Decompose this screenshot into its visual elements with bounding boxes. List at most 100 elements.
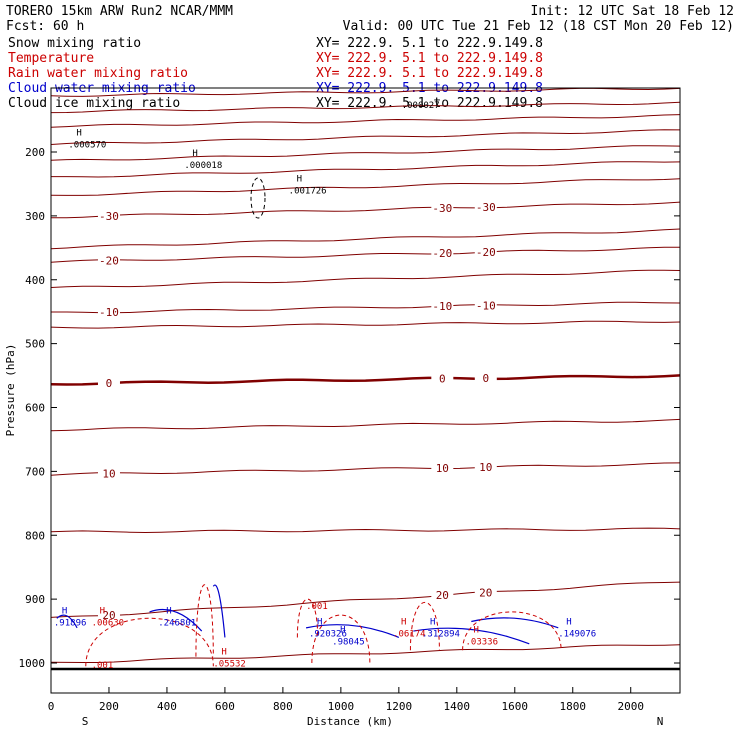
axes: 0 200 400 600 800 1000 1200 1400 1600 1800 2000200… (19, 146, 680, 713)
x-tick-label: 1000 (328, 700, 355, 713)
isotherm-label: -20 (476, 246, 496, 259)
extremum-label: .00630 (92, 618, 125, 628)
extremum-label: .001726 (289, 187, 327, 197)
isotherm-label-bg (474, 372, 497, 384)
isotherm-line (50, 114, 681, 128)
x-tick-label: 400 (157, 700, 177, 713)
cloud-water-contour (56, 614, 78, 629)
x-tick-label: 1200 (386, 700, 413, 713)
extremum-label: .149076 (558, 629, 596, 639)
isotherm-label-bg (431, 247, 454, 259)
y-tick-label: 800 (25, 529, 45, 542)
legend: Snow mixing ratio XY= 222.9. 5.1 to 222.9… (8, 36, 543, 111)
isotherm-label: 10 (479, 461, 492, 474)
extremum-label: .246801 (158, 618, 196, 628)
extremum-h-marker: H (430, 617, 435, 627)
cloud-water-contour (212, 584, 226, 638)
isotherm-label: -10 (476, 299, 496, 312)
x-tick-label: 200 (99, 700, 119, 713)
x-tick-label: 1400 (444, 700, 471, 713)
isotherm-label: -10 (99, 306, 119, 319)
isotherm-label: -20 (99, 255, 119, 268)
extremum-label: .000018 (184, 161, 222, 171)
extremum-label: .03336 (466, 638, 499, 648)
extremum-h-marker: H (297, 175, 302, 185)
isotherm-label: -10 (432, 300, 452, 313)
extremum-label: .000570 (68, 141, 106, 151)
isotherm-label-bg (431, 461, 454, 473)
isotherm-label-bg (431, 589, 454, 601)
isotherm-line (50, 527, 681, 534)
isotherm-label-bg (474, 461, 497, 473)
isotherm-label-bg (474, 586, 497, 598)
extremum-label: .06174 (393, 629, 426, 639)
isotherm-line (50, 145, 681, 161)
isotherm-label-bg (431, 300, 454, 312)
model-title: TORERO 15km ARW Run2 NCAR/MMM (6, 4, 233, 19)
extremum-h-marker: H (474, 626, 479, 636)
init-time: Init: 12 UTC Sat 18 Feb 12 (531, 4, 735, 19)
extremum-label: .001 (306, 602, 328, 612)
isotherm-label: 20 (102, 609, 115, 622)
extremum-label: .98045 (332, 638, 365, 648)
legend-entry-xy: XY= 222.9. 5.1 to 222.9.149.8 (316, 66, 543, 81)
legend-entry-name: Snow mixing ratio (8, 36, 141, 51)
isotherm-line (50, 374, 681, 386)
y-tick-label: 300 (25, 210, 45, 223)
x-tick-label: 600 (215, 700, 235, 713)
extremum-h-marker: H (192, 149, 197, 159)
header: TORERO 15km ARW Run2 NCAR/MMM Init: 12 U… (6, 4, 734, 34)
isotherm-line (50, 129, 681, 145)
isotherm-line (50, 644, 681, 663)
isotherm-label: -20 (432, 247, 452, 260)
extremum-h-marker: H (221, 647, 226, 657)
isotherm-line (51, 161, 681, 178)
extremum-label: .001 (92, 661, 114, 671)
legend-entry-xy: XY= 222.9. 5.1 to 222.9.149.8 (316, 51, 543, 66)
isotherm-line (50, 269, 681, 288)
rain-water-contour (462, 611, 562, 651)
x-tick-label: 800 (273, 700, 293, 713)
y-tick-label: 400 (25, 274, 45, 287)
isotherm-label: 10 (102, 468, 115, 481)
rain-water-contour (409, 602, 440, 651)
isotherm-label-bg (474, 200, 497, 212)
x-tick-label: 2000 (617, 700, 644, 713)
isotherm-line (50, 320, 681, 329)
cloud-water-contour (149, 608, 203, 632)
legend-entry-name: Cloud ice mixing ratio (8, 96, 180, 111)
isotherm-line (50, 201, 681, 219)
y-tick-label: 600 (25, 402, 45, 415)
legend-entry-name: Rain water mixing ratio (8, 66, 188, 81)
isotherm-label: -30 (476, 201, 496, 214)
extremum-label: .91896 (54, 618, 87, 628)
y-axis-label: Pressure (hPa) (4, 344, 17, 437)
y-tick-label: 500 (25, 338, 45, 351)
isotherm-label-bg (474, 246, 497, 258)
cloud-water-contour (305, 624, 400, 639)
isotherm-label: 20 (479, 587, 492, 600)
legend-entry-xy: XY= 222.9. 5.1 to 222.9.149.8 (316, 36, 543, 51)
isotherm-line (50, 462, 681, 476)
isotherm-line (50, 581, 681, 618)
isotherm-label: 10 (436, 462, 449, 475)
plot-area: -30 -30 -30 -20 -20 -20 -10 -10 -10 0 0 0 10 10 10 20 20… (50, 87, 681, 671)
extremum-h-marker: H (62, 606, 67, 616)
extremum-h-marker: H (317, 617, 322, 627)
y-tick-label: 200 (25, 146, 45, 159)
isotherm-label: -30 (432, 202, 452, 215)
x-axis-label: Distance (km) (307, 715, 393, 728)
isotherm-line (50, 101, 681, 114)
valid-time: Valid: 00 UTC Tue 21 Feb 12 (18 CST Mon … (343, 19, 734, 34)
isotherm-label: 20 (436, 589, 449, 602)
isotherm-label-bg (431, 202, 454, 214)
x-tick-label: 1800 (560, 700, 587, 713)
extremum-label: .05532 (213, 659, 246, 669)
extremum-h-marker: H (566, 617, 571, 627)
y-tick-label: 900 (25, 593, 45, 606)
isotherm-label-bg (97, 608, 120, 620)
isotherm-label: -30 (99, 210, 119, 223)
extremum-h-marker: H (401, 617, 406, 627)
extremum-h-marker: H (100, 606, 105, 616)
